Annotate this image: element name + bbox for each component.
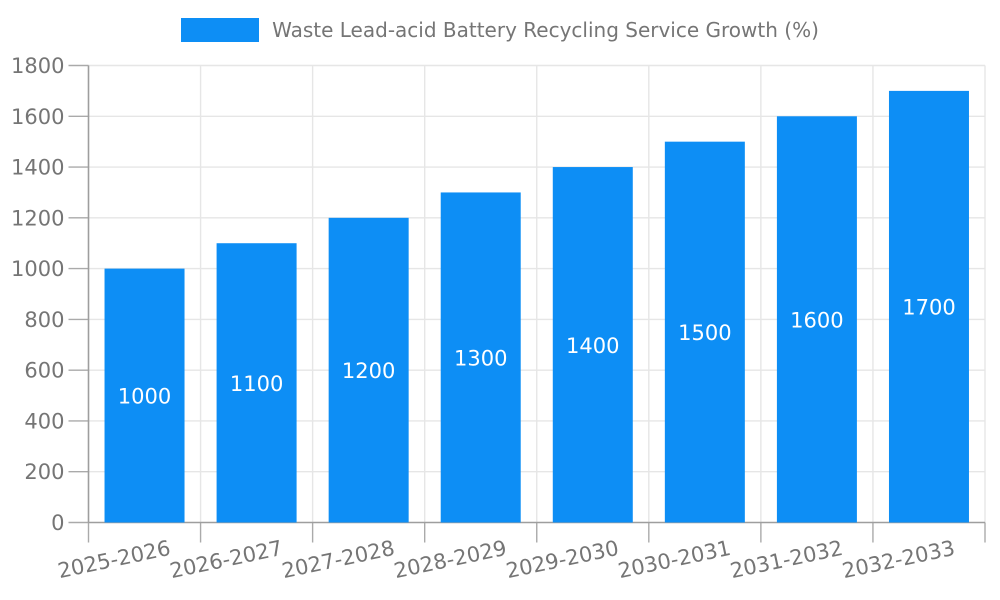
x-axis-label: 2028-2029 (392, 536, 509, 583)
bar-2030-2031 (664, 141, 745, 523)
y-axis-label: 1200 (11, 206, 64, 230)
y-axis-label: 0 (51, 511, 64, 535)
bar-value-label: 1600 (790, 308, 843, 332)
y-axis-label: 200 (24, 460, 64, 484)
x-axis-label: 2029-2030 (504, 536, 621, 583)
tick-marks (68, 64, 986, 543)
bar-value-label: 1700 (902, 296, 955, 320)
x-axis-label: 2026-2027 (168, 536, 285, 583)
x-axis-label: 2030-2031 (616, 536, 733, 583)
bar-value-label: 1100 (230, 372, 283, 396)
y-axis-label: 600 (24, 359, 64, 383)
x-axis-label: 2027-2028 (280, 536, 397, 583)
y-axis-label: 400 (24, 409, 64, 433)
bar-value-label: 1300 (454, 346, 507, 370)
legend-swatch (181, 18, 260, 42)
y-axis-label: 1800 (11, 54, 64, 78)
bar-2026-2027 (216, 243, 297, 523)
bar-value-label: 1400 (566, 334, 619, 358)
x-axis-label: 2031-2032 (728, 536, 845, 583)
y-axis-label: 1600 (11, 105, 64, 129)
bar-2025-2026 (104, 268, 185, 523)
bar-2028-2029 (440, 192, 521, 523)
x-axis-label: 2032-2033 (840, 536, 957, 583)
bar-2032-2033 (888, 90, 969, 523)
x-axis-label: 2025-2026 (56, 536, 173, 583)
bar-2029-2030 (552, 167, 633, 523)
bar-value-labels: 1000 1100 1200 1300 1400 1500 1600 1700 (118, 296, 956, 409)
chart-legend: Waste Lead-acid Battery Recycling Servic… (0, 18, 1000, 42)
bar-value-label: 1500 (678, 321, 731, 345)
y-axis-labels: 0 200 400 600 800 1000 1200 1400 1600 1800 (11, 54, 64, 535)
y-axis-label: 800 (24, 308, 64, 332)
y-axis-label: 1400 (11, 156, 64, 180)
y-axis-label: 1000 (11, 257, 64, 281)
bar-value-label: 1000 (118, 385, 171, 409)
bar-2031-2032 (776, 116, 857, 523)
bars (104, 90, 969, 523)
bar-value-label: 1200 (342, 359, 395, 383)
legend-label: Waste Lead-acid Battery Recycling Servic… (272, 18, 819, 42)
bar-2027-2028 (328, 217, 409, 523)
x-axis-labels: 2025-20262026-20272027-20282028-20292029… (56, 536, 957, 583)
